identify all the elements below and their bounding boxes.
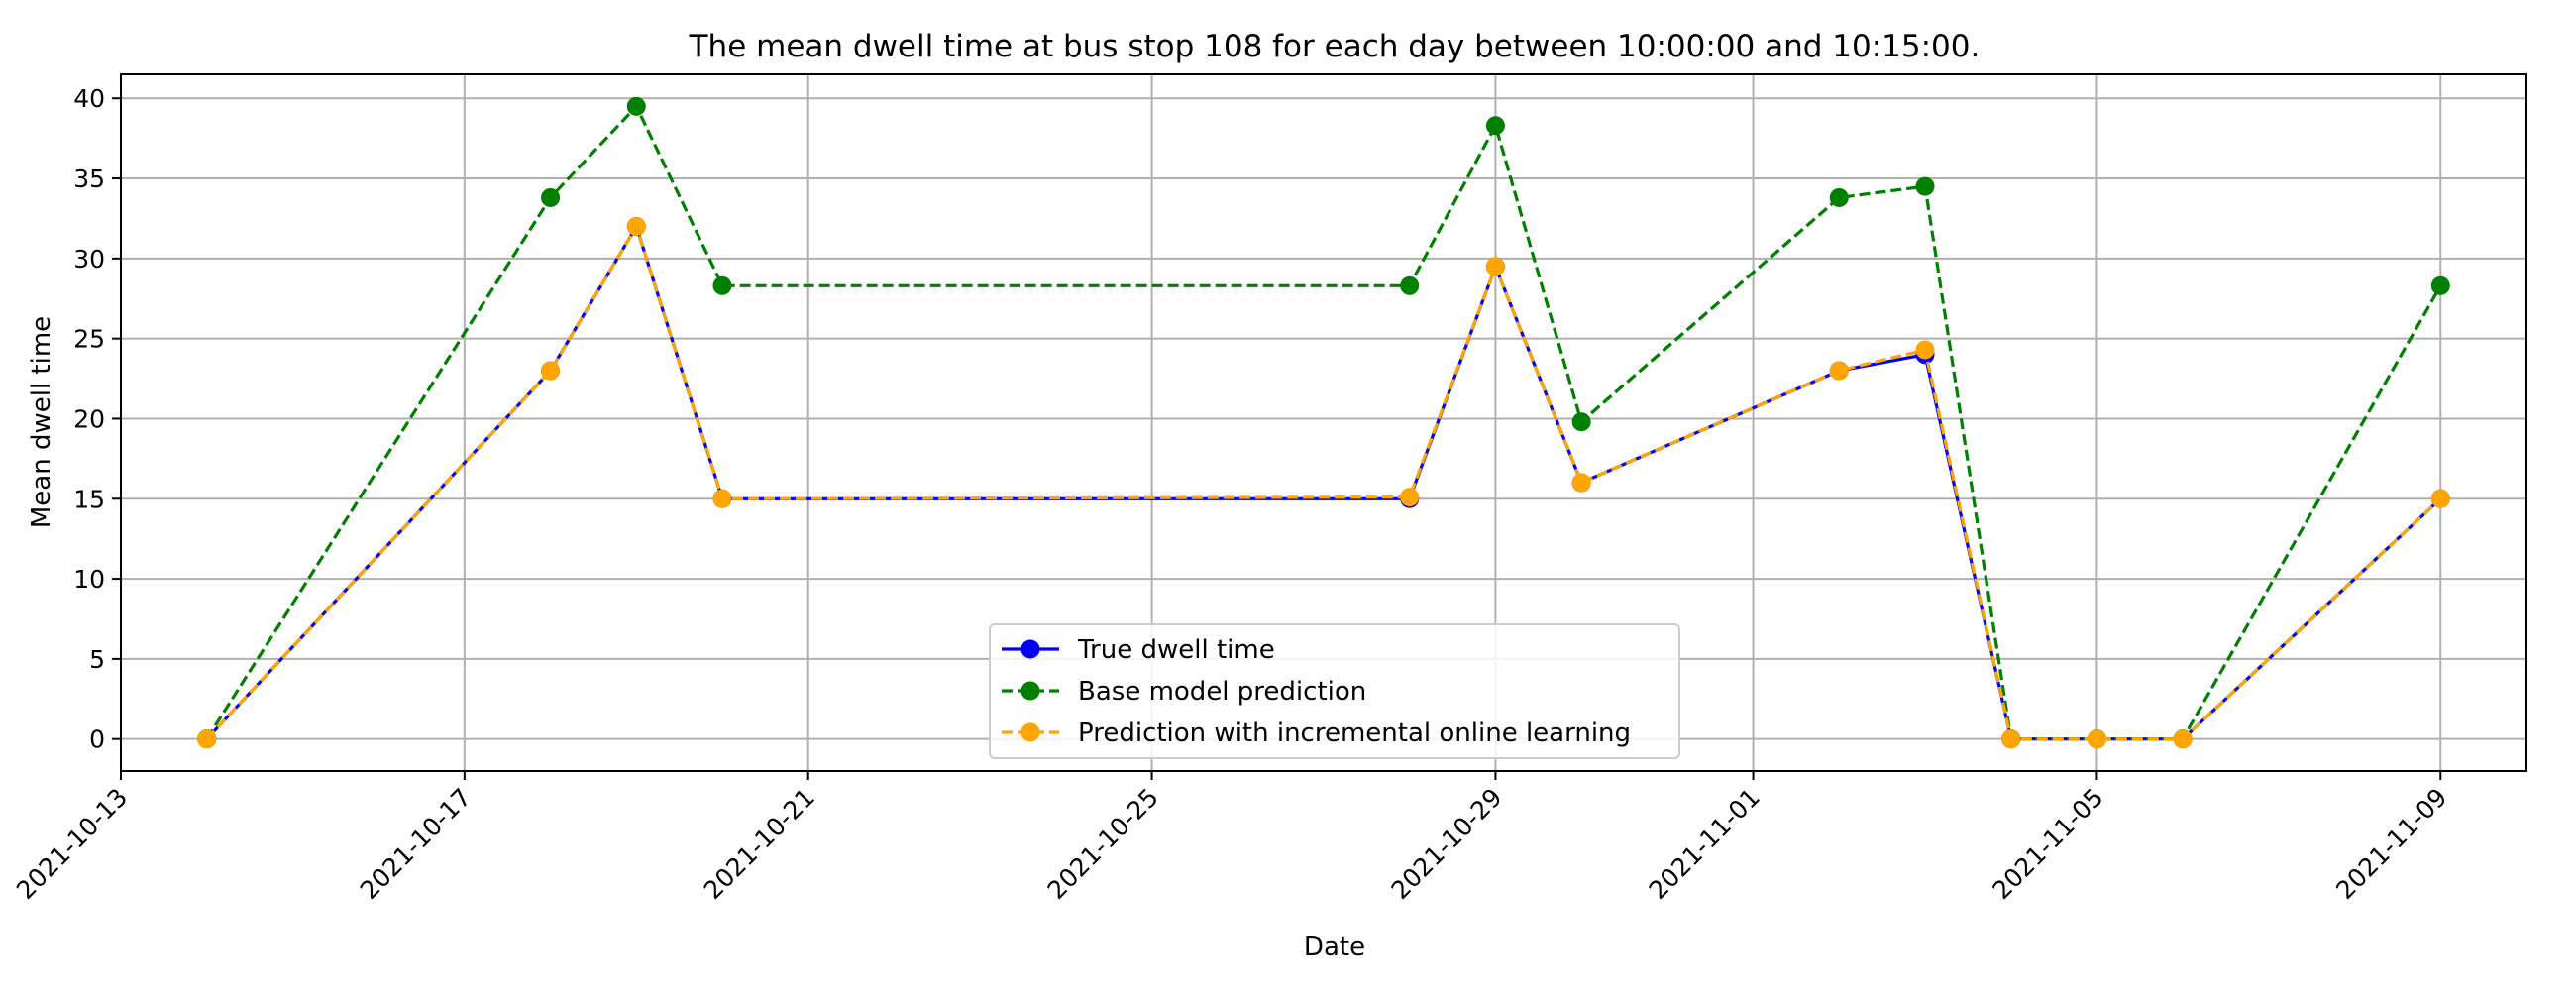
legend-box — [989, 623, 1680, 759]
legend-label: True dwell time — [1077, 635, 1275, 665]
chart-title: The mean dwell time at bus stop 108 for … — [689, 29, 1981, 64]
series-layer — [197, 96, 2450, 749]
x-tick-label: 2021-10-21 — [698, 783, 820, 905]
data-point — [2173, 729, 2193, 749]
x-tick-label: 2021-11-05 — [1986, 783, 2108, 905]
legend-item: True dwell time — [1002, 635, 1275, 665]
x-tick-label: 2021-11-09 — [2330, 783, 2452, 905]
data-point — [1400, 488, 1420, 507]
legend-label: Base model prediction — [1078, 677, 1366, 707]
data-point — [2430, 489, 2450, 508]
data-point — [1915, 340, 1935, 360]
data-point — [2001, 729, 2021, 749]
x-axis-title: Date — [1304, 933, 1365, 962]
data-point — [626, 96, 646, 116]
x-tick-label: 2021-10-29 — [1385, 783, 1507, 905]
data-point — [1829, 361, 1849, 381]
legend-marker — [1020, 722, 1040, 742]
data-point — [2087, 729, 2106, 749]
y-tick-label: 35 — [73, 165, 105, 193]
data-point — [712, 489, 732, 508]
data-point — [541, 361, 561, 381]
data-point — [197, 729, 217, 749]
x-tick-label: 2021-10-13 — [11, 783, 133, 905]
data-point — [1571, 473, 1591, 493]
y-tick-label: 20 — [73, 404, 105, 433]
data-point — [626, 217, 646, 237]
data-point — [1915, 176, 1935, 196]
y-axis-title: Mean dwell time — [27, 316, 56, 528]
y-tick-label: 5 — [89, 645, 105, 674]
data-point — [1485, 257, 1505, 276]
x-tick-label: 2021-10-17 — [355, 783, 477, 905]
y-tick-label: 0 — [89, 725, 105, 754]
legend: True dwell time Base model prediction Pred… — [989, 623, 1680, 759]
legend-marker — [1020, 681, 1040, 701]
data-point — [1571, 412, 1591, 432]
data-point — [1400, 275, 1420, 295]
legend-label: Prediction with incremental online learn… — [1078, 718, 1631, 748]
y-tick-label: 25 — [73, 325, 105, 354]
data-point — [712, 275, 732, 295]
data-point — [541, 187, 561, 207]
axis-ticks: 0 5 10 15 20 25 30 35 40 2021-10-13 2021-10-17 2021… — [11, 84, 2453, 905]
y-tick-label: 10 — [73, 565, 105, 594]
y-tick-label: 40 — [73, 84, 105, 113]
y-tick-label: 30 — [73, 245, 105, 274]
legend-marker — [1020, 639, 1040, 659]
x-tick-label: 2021-10-25 — [1042, 783, 1164, 905]
data-point — [1829, 187, 1849, 207]
data-point — [2430, 275, 2450, 295]
legend-item: Prediction with incremental online learn… — [1002, 718, 1631, 748]
plot-frame — [120, 73, 2527, 772]
data-point — [1485, 116, 1505, 136]
y-tick-label: 15 — [73, 485, 105, 513]
legend-item: Base model prediction — [1002, 677, 1366, 707]
x-tick-label: 2021-11-01 — [1644, 783, 1766, 905]
series-3 — [197, 217, 2450, 749]
